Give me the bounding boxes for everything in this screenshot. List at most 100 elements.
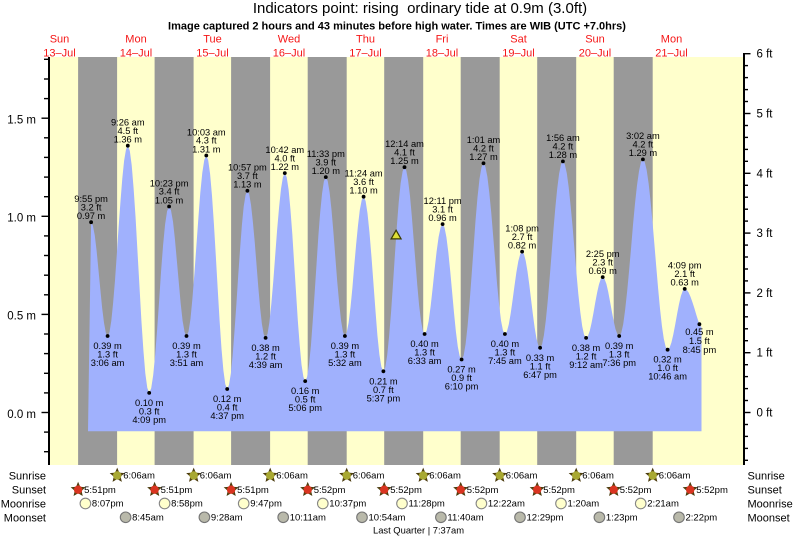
svg-text:0 ft: 0 ft <box>757 408 774 420</box>
svg-text:1.2 ft: 1.2 ft <box>576 351 597 361</box>
svg-text:1.05 m: 1.05 m <box>155 195 184 205</box>
svg-text:0.3 ft: 0.3 ft <box>139 406 160 416</box>
svg-text:3:51 am: 3:51 am <box>170 358 204 368</box>
svg-text:3 ft: 3 ft <box>757 228 774 240</box>
svg-text:1.13 m: 1.13 m <box>233 180 262 190</box>
svg-text:1.3 ft: 1.3 ft <box>176 350 197 360</box>
svg-text:10:03 am: 10:03 am <box>187 127 226 137</box>
svg-text:14–Jul: 14–Jul <box>120 48 152 60</box>
svg-text:1.5 m: 1.5 m <box>7 115 36 127</box>
svg-text:4 ft: 4 ft <box>757 168 774 180</box>
svg-text:5 ft: 5 ft <box>757 109 774 121</box>
svg-text:1.3 ft: 1.3 ft <box>97 350 118 360</box>
svg-text:4.2 ft: 4.2 ft <box>553 142 574 152</box>
svg-text:5:52pm: 5:52pm <box>620 485 652 496</box>
svg-text:13–Jul: 13–Jul <box>43 48 75 60</box>
svg-text:7:45 am: 7:45 am <box>488 356 522 366</box>
svg-text:Sun: Sun <box>50 34 70 46</box>
svg-text:20–Jul: 20–Jul <box>579 48 611 60</box>
svg-text:Thu: Thu <box>356 34 375 46</box>
svg-text:9:12 am: 9:12 am <box>569 360 603 370</box>
svg-text:Moonrise: Moonrise <box>1 499 46 511</box>
svg-text:6:47 pm: 6:47 pm <box>523 370 557 380</box>
svg-text:2.3 ft: 2.3 ft <box>592 257 613 267</box>
svg-text:3:06 am: 3:06 am <box>91 358 125 368</box>
svg-text:3.4 ft: 3.4 ft <box>159 187 180 197</box>
svg-text:4:37 pm: 4:37 pm <box>210 411 244 421</box>
svg-text:18–Jul: 18–Jul <box>426 48 458 60</box>
svg-text:11:33 pm: 11:33 pm <box>307 149 345 159</box>
svg-text:1.3 ft: 1.3 ft <box>414 348 435 358</box>
svg-text:Moonset: Moonset <box>748 512 790 524</box>
svg-text:1.2 ft: 1.2 ft <box>255 351 276 361</box>
svg-text:6:06am: 6:06am <box>276 471 308 482</box>
svg-text:Moonrise: Moonrise <box>748 499 793 511</box>
svg-text:1.36 m: 1.36 m <box>114 135 143 145</box>
svg-text:2:25 pm: 2:25 pm <box>586 249 620 259</box>
svg-text:0.69 m: 0.69 m <box>588 266 617 276</box>
svg-text:0.16 m: 0.16 m <box>291 386 320 396</box>
svg-text:10:46 am: 10:46 am <box>648 372 687 382</box>
svg-text:Sat: Sat <box>510 34 527 46</box>
svg-text:1.25 m: 1.25 m <box>390 156 419 166</box>
svg-text:8:58pm: 8:58pm <box>171 499 203 510</box>
svg-text:11:40am: 11:40am <box>447 513 483 524</box>
svg-text:5:06 pm: 5:06 pm <box>288 403 322 413</box>
svg-text:1.3 ft: 1.3 ft <box>335 350 356 360</box>
svg-text:0.5 ft: 0.5 ft <box>295 395 316 405</box>
svg-text:0.39 m: 0.39 m <box>172 341 201 351</box>
svg-text:6:06am: 6:06am <box>429 471 461 482</box>
svg-text:5:51pm: 5:51pm <box>84 485 116 496</box>
svg-text:10:11am: 10:11am <box>290 513 326 524</box>
svg-text:0.38 m: 0.38 m <box>251 343 280 353</box>
svg-text:12:11 pm: 12:11 pm <box>424 196 462 206</box>
svg-text:1.22 m: 1.22 m <box>271 162 300 172</box>
svg-text:1.5 ft: 1.5 ft <box>689 336 710 346</box>
svg-text:6:06am: 6:06am <box>582 471 614 482</box>
svg-text:0.39 m: 0.39 m <box>605 341 634 351</box>
svg-text:0.96 m: 0.96 m <box>428 213 457 223</box>
svg-text:10:57 pm: 10:57 pm <box>228 163 267 173</box>
svg-text:3:02 am: 3:02 am <box>626 131 660 141</box>
svg-text:4.3 ft: 4.3 ft <box>196 136 217 146</box>
svg-text:19–Jul: 19–Jul <box>502 48 534 60</box>
svg-text:4:09 pm: 4:09 pm <box>132 415 166 425</box>
svg-text:4.2 ft: 4.2 ft <box>473 144 494 154</box>
svg-text:1:23pm: 1:23pm <box>606 513 638 524</box>
svg-text:5:37 pm: 5:37 pm <box>367 393 401 403</box>
svg-text:3.9 ft: 3.9 ft <box>315 157 336 167</box>
svg-text:Image captured 2 hours and 43: Image captured 2 hours and 43 minutes be… <box>168 21 626 33</box>
svg-text:5:51pm: 5:51pm <box>237 485 269 496</box>
svg-text:6:10 pm: 6:10 pm <box>445 382 479 392</box>
svg-text:10:42 am: 10:42 am <box>265 145 304 155</box>
svg-text:0.97 m: 0.97 m <box>77 211 106 221</box>
svg-text:3.1 ft: 3.1 ft <box>432 204 453 214</box>
svg-text:3.7 ft: 3.7 ft <box>237 171 258 181</box>
svg-text:4.2 ft: 4.2 ft <box>633 140 654 150</box>
svg-text:Mon: Mon <box>125 34 146 46</box>
svg-text:9:26 am: 9:26 am <box>111 118 145 128</box>
svg-text:5:51pm: 5:51pm <box>161 485 193 496</box>
svg-text:4:39 am: 4:39 am <box>249 360 283 370</box>
svg-text:8:45am: 8:45am <box>132 513 164 524</box>
svg-text:15–Jul: 15–Jul <box>196 48 228 60</box>
svg-text:2:21am: 2:21am <box>647 499 679 510</box>
svg-text:0.45 m: 0.45 m <box>685 327 714 337</box>
svg-text:9:47pm: 9:47pm <box>250 499 282 510</box>
svg-text:5:52pm: 5:52pm <box>696 485 728 496</box>
svg-text:8:07pm: 8:07pm <box>92 499 124 510</box>
svg-text:0.10 m: 0.10 m <box>135 398 164 408</box>
svg-text:0.7 ft: 0.7 ft <box>373 385 394 395</box>
svg-text:0.27 m: 0.27 m <box>447 365 476 375</box>
svg-text:2.1 ft: 2.1 ft <box>674 269 695 279</box>
svg-text:5:52pm: 5:52pm <box>390 485 422 496</box>
svg-text:1.3 ft: 1.3 ft <box>495 348 516 358</box>
svg-text:0.82 m: 0.82 m <box>508 240 537 250</box>
svg-text:1.0 m: 1.0 m <box>7 213 36 225</box>
svg-text:0.4 ft: 0.4 ft <box>217 403 238 413</box>
svg-text:1.27 m: 1.27 m <box>469 152 498 162</box>
svg-text:1.31 m: 1.31 m <box>192 144 221 154</box>
svg-text:1:20am: 1:20am <box>568 499 600 510</box>
svg-text:0.39 m: 0.39 m <box>93 341 122 351</box>
svg-text:6 ft: 6 ft <box>757 49 774 61</box>
